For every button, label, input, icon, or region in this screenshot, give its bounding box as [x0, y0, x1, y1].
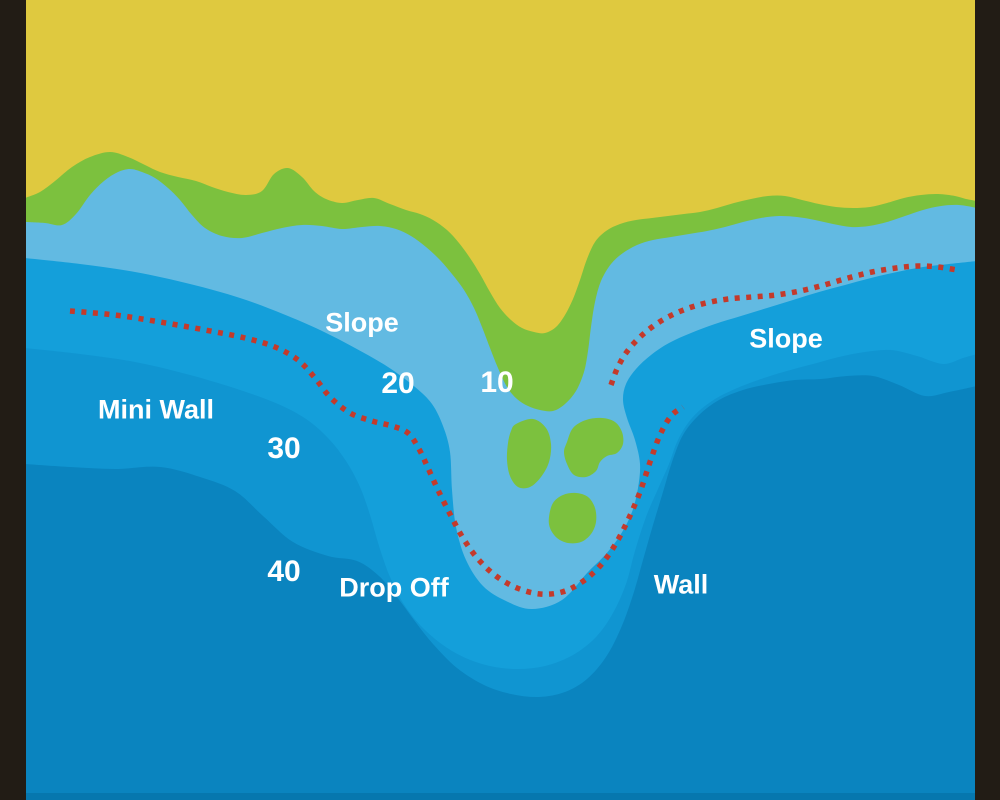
label-depth-10: 10: [480, 366, 513, 399]
label-wall: Wall: [654, 570, 709, 600]
label-slope-west: Slope: [325, 308, 399, 338]
label-slope-east: Slope: [749, 324, 823, 354]
dive-route-west: [69, 308, 685, 597]
label-depth-40: 40: [267, 555, 300, 588]
reef-patch-west: [506, 418, 552, 489]
map-labels-layer: Slope 20 10 Mini Wall 30 40 Drop Off Wall Slope: [98, 308, 823, 603]
label-mini-wall: Mini Wall: [98, 395, 214, 425]
reef-patch-south: [548, 492, 597, 544]
reef-patches-layer: [506, 417, 624, 544]
label-drop-off: Drop Off: [339, 573, 449, 603]
frame-bar-left: [0, 0, 26, 800]
frame-bar-right: [975, 0, 1000, 800]
region-sand: [0, 0, 1000, 334]
label-depth-20: 20: [381, 367, 414, 400]
dive-routes-layer: [69, 263, 958, 597]
dive-route-east: [608, 263, 958, 386]
bottom-edge-shade: [26, 793, 975, 800]
depth-regions-layer: [0, 0, 1000, 698]
label-depth-30: 30: [267, 432, 300, 465]
reef-patch-east: [564, 417, 624, 478]
